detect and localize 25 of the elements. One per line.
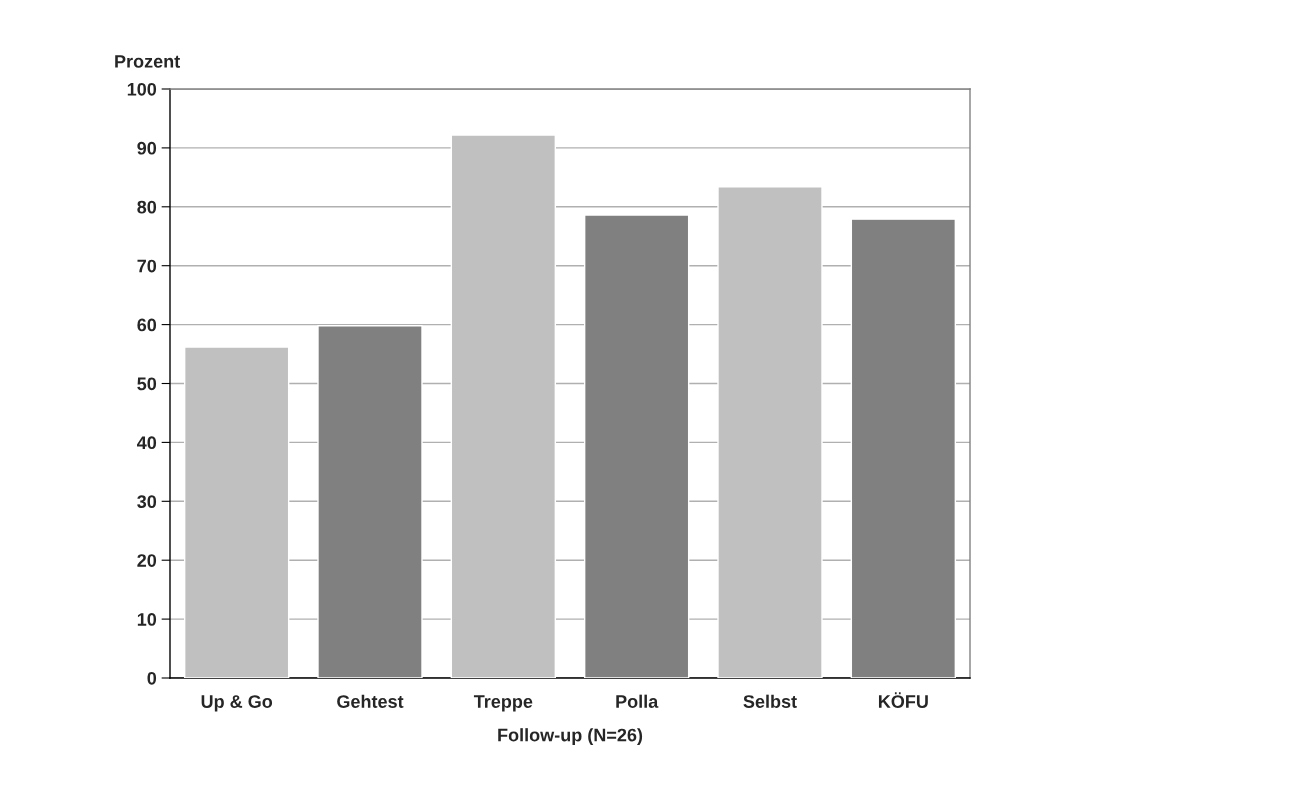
bar	[717, 186, 823, 678]
y-tick-label: 80	[137, 200, 157, 214]
y-tick-label: 50	[137, 377, 157, 391]
y-tick-label: 90	[137, 141, 157, 155]
y-tick-label: 60	[137, 318, 157, 332]
y-tick-label: 0	[147, 671, 157, 685]
y-tick-label: 20	[137, 554, 157, 567]
bar	[317, 325, 423, 678]
y-tick-label: 70	[137, 259, 157, 273]
y-tick-label: 100	[127, 82, 157, 96]
x-tick-label: Polla	[616, 694, 659, 708]
y-axis-title: Prozent	[115, 55, 180, 68]
x-tick-label: Up & Go	[201, 695, 273, 712]
bar	[450, 134, 557, 678]
x-axis-title: Follow-up (N=26)	[498, 728, 643, 745]
y-tick-label: 10	[137, 613, 157, 626]
y-tick-label: 40	[137, 436, 157, 450]
bar	[583, 214, 690, 678]
x-tick-label: Treppe	[473, 695, 533, 712]
x-tick-label: Gehtest	[337, 694, 404, 708]
bar	[850, 218, 957, 678]
bar	[183, 346, 290, 678]
y-tick-label: 30	[137, 495, 157, 509]
x-tick-label: KÖFU	[878, 692, 928, 708]
x-tick-label: Selbst	[743, 694, 797, 708]
